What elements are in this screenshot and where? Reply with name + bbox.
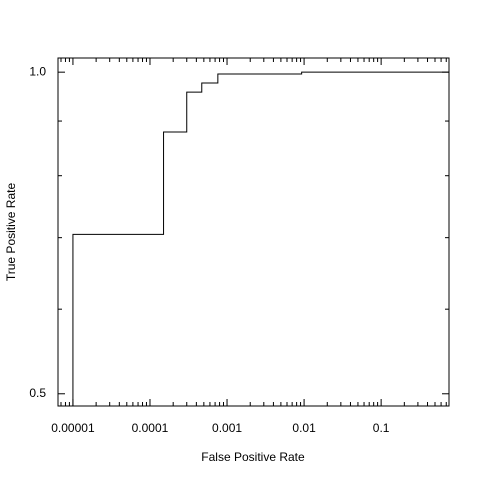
x-tick-label: 0.001 xyxy=(212,421,242,435)
x-tick-label: 0.0001 xyxy=(132,421,169,435)
y-tick-label: 1.0 xyxy=(29,64,46,78)
y-tick-label: 0.5 xyxy=(29,386,46,400)
x-tick-label: 0.01 xyxy=(292,421,316,435)
x-tick-label: 0.00001 xyxy=(51,421,95,435)
y-axis-title: True Positive Rate xyxy=(4,183,18,282)
roc-line xyxy=(72,71,449,406)
plot-frame xyxy=(57,57,450,407)
x-tick-label: 0.1 xyxy=(373,421,390,435)
x-axis-title: False Positive Rate xyxy=(201,450,305,464)
